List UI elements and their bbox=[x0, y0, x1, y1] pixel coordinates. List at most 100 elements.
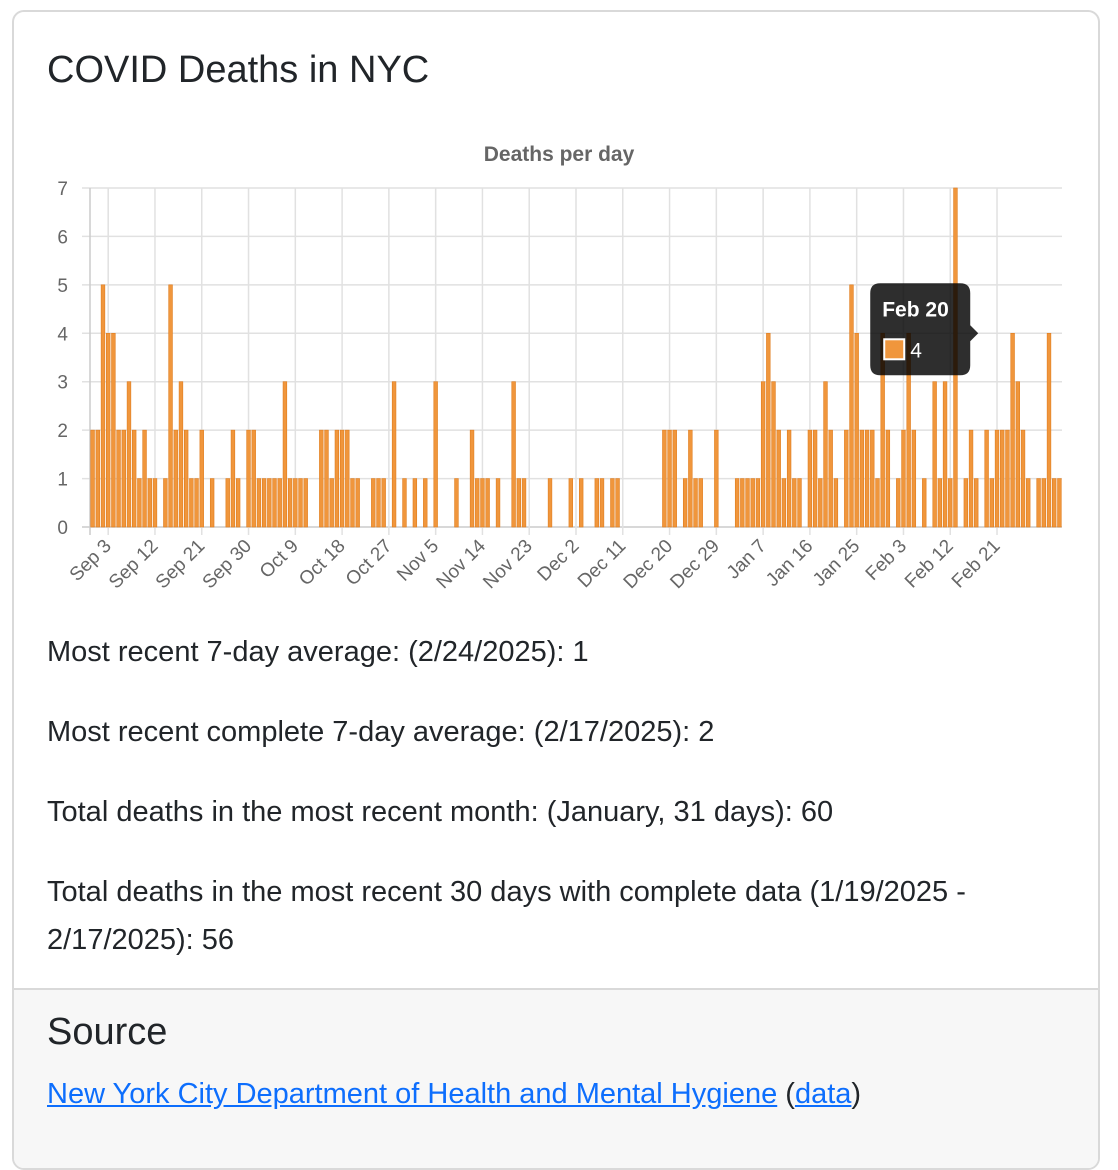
bar[interactable] bbox=[152, 478, 158, 528]
bar[interactable] bbox=[209, 478, 215, 528]
bar[interactable] bbox=[745, 478, 750, 528]
bar[interactable] bbox=[797, 478, 802, 528]
bar[interactable] bbox=[859, 429, 865, 528]
bar[interactable] bbox=[516, 478, 521, 528]
bar[interactable] bbox=[194, 478, 199, 528]
bar[interactable] bbox=[454, 478, 459, 528]
bar[interactable] bbox=[163, 478, 168, 528]
bar[interactable] bbox=[594, 478, 599, 528]
bar[interactable] bbox=[1057, 478, 1062, 528]
bar[interactable] bbox=[1036, 478, 1041, 528]
bar[interactable] bbox=[828, 429, 833, 528]
bar[interactable] bbox=[381, 478, 386, 528]
bar[interactable] bbox=[183, 429, 189, 528]
bar[interactable] bbox=[937, 478, 943, 528]
bar[interactable] bbox=[480, 478, 485, 528]
bar[interactable] bbox=[667, 429, 672, 528]
bar[interactable] bbox=[235, 478, 241, 528]
bar[interactable] bbox=[126, 381, 132, 528]
bar[interactable] bbox=[807, 429, 813, 528]
bar[interactable] bbox=[942, 381, 948, 528]
bar[interactable] bbox=[303, 478, 308, 528]
bar[interactable] bbox=[994, 429, 1000, 528]
bar[interactable] bbox=[116, 429, 121, 528]
bar[interactable] bbox=[864, 429, 870, 528]
bar[interactable] bbox=[272, 478, 277, 528]
bar[interactable] bbox=[319, 429, 324, 528]
bar[interactable] bbox=[423, 478, 428, 528]
bar[interactable] bbox=[989, 478, 995, 528]
bar[interactable] bbox=[521, 478, 527, 528]
bar[interactable] bbox=[511, 381, 516, 528]
bar[interactable] bbox=[475, 478, 480, 528]
bar[interactable] bbox=[225, 478, 230, 528]
bar[interactable] bbox=[329, 478, 334, 528]
bar[interactable] bbox=[350, 478, 355, 528]
bar[interactable] bbox=[568, 478, 573, 528]
bar[interactable] bbox=[833, 478, 839, 528]
bar[interactable] bbox=[293, 478, 298, 528]
bar[interactable] bbox=[844, 429, 849, 528]
bar[interactable] bbox=[495, 478, 501, 528]
bar[interactable] bbox=[376, 478, 381, 528]
bar[interactable] bbox=[230, 429, 236, 528]
bar[interactable] bbox=[402, 478, 407, 528]
bar[interactable] bbox=[698, 478, 703, 528]
bar[interactable] bbox=[1015, 381, 1020, 528]
bar[interactable] bbox=[682, 478, 688, 528]
bar[interactable] bbox=[111, 332, 116, 528]
bar[interactable] bbox=[298, 478, 303, 528]
bar[interactable] bbox=[173, 429, 178, 528]
bar[interactable] bbox=[142, 429, 147, 528]
bar[interactable] bbox=[95, 429, 100, 528]
bar[interactable] bbox=[688, 429, 693, 528]
bar[interactable] bbox=[963, 478, 969, 528]
bar[interactable] bbox=[781, 478, 787, 528]
bar[interactable] bbox=[932, 381, 937, 528]
bar[interactable] bbox=[261, 478, 267, 528]
bar[interactable] bbox=[974, 478, 979, 528]
bar[interactable] bbox=[766, 332, 771, 528]
bar[interactable] bbox=[433, 381, 438, 528]
bar[interactable] bbox=[896, 478, 901, 528]
bar[interactable] bbox=[922, 478, 927, 528]
bar[interactable] bbox=[776, 429, 781, 528]
bar[interactable] bbox=[121, 429, 126, 528]
bar[interactable] bbox=[615, 478, 620, 528]
bar[interactable] bbox=[267, 478, 272, 528]
bar[interactable] bbox=[147, 478, 152, 528]
bar[interactable] bbox=[132, 429, 137, 528]
bar[interactable] bbox=[740, 478, 745, 528]
bar[interactable] bbox=[599, 478, 605, 528]
bar[interactable] bbox=[100, 284, 106, 528]
bar[interactable] bbox=[287, 478, 293, 528]
bar[interactable] bbox=[849, 284, 854, 528]
bar[interactable] bbox=[178, 381, 184, 528]
bar[interactable] bbox=[714, 429, 719, 528]
bar[interactable] bbox=[282, 381, 288, 528]
bar[interactable] bbox=[90, 429, 95, 528]
bar[interactable] bbox=[469, 429, 475, 528]
bar[interactable] bbox=[199, 429, 204, 528]
bar[interactable] bbox=[792, 478, 797, 528]
bar[interactable] bbox=[579, 478, 584, 528]
bar[interactable] bbox=[901, 429, 906, 528]
bar[interactable] bbox=[334, 429, 340, 528]
bar[interactable] bbox=[251, 429, 256, 528]
bar[interactable] bbox=[168, 284, 173, 528]
bar[interactable] bbox=[189, 478, 194, 528]
bar[interactable] bbox=[610, 478, 615, 528]
bar[interactable] bbox=[734, 478, 740, 528]
nyc-health-link[interactable]: New York City Department of Health and M… bbox=[47, 1078, 778, 1110]
bar[interactable] bbox=[885, 429, 891, 528]
bar[interactable] bbox=[911, 429, 917, 528]
chart-bars[interactable] bbox=[90, 187, 1062, 528]
bar[interactable] bbox=[1041, 478, 1046, 528]
bar[interactable] bbox=[854, 332, 859, 528]
bar[interactable] bbox=[1000, 429, 1005, 528]
bar[interactable] bbox=[256, 478, 262, 528]
bar[interactable] bbox=[1052, 478, 1057, 528]
bar[interactable] bbox=[823, 381, 828, 528]
bar[interactable] bbox=[547, 478, 553, 528]
